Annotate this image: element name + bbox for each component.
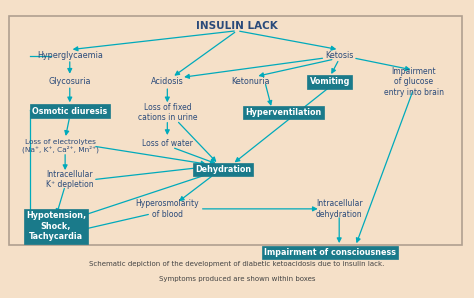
Text: Hyperventilation: Hyperventilation xyxy=(246,108,321,117)
Text: Loss of electrolytes
(Na⁺, K⁺, Ca²⁺, Mn²⁺): Loss of electrolytes (Na⁺, K⁺, Ca²⁺, Mn²… xyxy=(22,139,99,153)
Text: Impairment
of glucose
entry into brain: Impairment of glucose entry into brain xyxy=(383,67,444,97)
Text: Impairment of consciousness: Impairment of consciousness xyxy=(264,248,396,257)
Text: Schematic depiction of the development of diabetic ketoacidosis due to insulin l: Schematic depiction of the development o… xyxy=(89,261,385,267)
Text: Symptoms produced are shown within boxes: Symptoms produced are shown within boxes xyxy=(159,276,315,282)
Text: Loss of water: Loss of water xyxy=(142,139,193,148)
Text: Hyperosmolarity
of blood: Hyperosmolarity of blood xyxy=(136,199,199,218)
Text: Glycosuria: Glycosuria xyxy=(48,77,91,86)
Text: Intracellular
K⁺ depletion: Intracellular K⁺ depletion xyxy=(46,170,93,189)
Text: INSULIN LACK: INSULIN LACK xyxy=(196,21,278,31)
Text: Dehydration: Dehydration xyxy=(195,165,251,174)
FancyBboxPatch shape xyxy=(9,16,462,245)
Text: Hypotension,
Shock,
Tachycardia: Hypotension, Shock, Tachycardia xyxy=(26,212,86,241)
Text: Acidosis: Acidosis xyxy=(151,77,184,86)
Text: Ketosis: Ketosis xyxy=(325,51,354,60)
Text: Ketonuria: Ketonuria xyxy=(232,77,270,86)
Text: Osmotic diuresis: Osmotic diuresis xyxy=(32,106,108,116)
Text: Loss of fixed
cations in urine: Loss of fixed cations in urine xyxy=(137,103,197,122)
Text: Intracellular
dehydration: Intracellular dehydration xyxy=(316,199,363,218)
Text: Vomiting: Vomiting xyxy=(310,77,350,86)
Text: Hyperglycaemia: Hyperglycaemia xyxy=(37,51,103,60)
